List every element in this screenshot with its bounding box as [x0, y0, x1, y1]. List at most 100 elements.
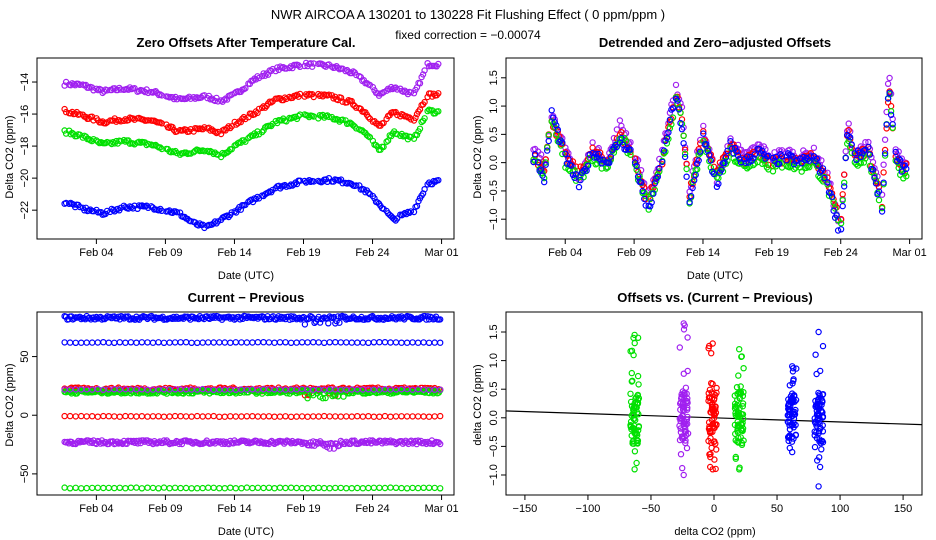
data-point [310, 413, 317, 420]
data-point [106, 139, 114, 146]
data-point [155, 339, 162, 346]
figure-title: NWR AIRCOA A 130201 to 130228 Fit Flushi… [271, 7, 665, 22]
data-point [315, 439, 322, 446]
data-point [437, 316, 444, 323]
data-point [149, 390, 157, 397]
data-point [301, 321, 309, 328]
data-point [425, 413, 433, 420]
data-point [304, 395, 311, 402]
data-point [412, 114, 419, 122]
data-point [788, 421, 796, 428]
data-point [221, 485, 228, 492]
data-point [680, 140, 687, 147]
data-point [810, 144, 818, 151]
data-point [531, 150, 539, 158]
data-point [425, 484, 433, 491]
data-point [708, 380, 715, 387]
data-point [120, 136, 128, 144]
y-axis-label: delta CO2 (ppm) [472, 364, 484, 445]
data-point [237, 118, 244, 126]
data-point [221, 413, 228, 420]
data-point [66, 485, 74, 492]
data-point [648, 199, 655, 206]
data-point [129, 115, 137, 122]
data-point [739, 400, 747, 407]
data-point [227, 413, 234, 420]
x-tick-label: Feb 14 [217, 247, 251, 259]
data-point [216, 339, 223, 346]
data-point [629, 424, 637, 431]
data-point [568, 162, 575, 169]
data-point [759, 160, 766, 167]
x-axis-label: Date (UTC) [687, 270, 743, 282]
data-point [353, 182, 360, 189]
data-point [847, 134, 854, 141]
data-point [293, 484, 300, 492]
data-point [410, 89, 418, 97]
data-point [548, 107, 555, 114]
data-point [392, 484, 400, 491]
data-point [204, 484, 212, 491]
data-point [100, 484, 107, 492]
data-point [819, 414, 827, 421]
data-point [631, 426, 638, 433]
data-point [631, 159, 639, 166]
data-point [736, 411, 743, 418]
data-point [86, 314, 93, 321]
data-point [680, 132, 687, 139]
data-point [631, 331, 638, 339]
data-point [659, 161, 666, 168]
y-tick-label: −1.0 [488, 464, 500, 486]
panel-detrended-offsets: Detrended and Zero−adjusted Offsets Date… [472, 35, 927, 282]
data-point [77, 412, 85, 420]
data-point [365, 189, 372, 196]
data-point [227, 339, 234, 346]
data-point [577, 176, 584, 184]
data-point [204, 339, 212, 346]
data-point [157, 144, 164, 151]
data-point [310, 339, 317, 346]
data-point [594, 160, 601, 167]
panel-zero-offsets: Zero Offsets After Temperature Cal. Date… [4, 35, 459, 282]
data-point [328, 92, 336, 99]
data-point [712, 440, 719, 447]
data-point [559, 150, 566, 158]
y-tick-label: −1.0 [488, 208, 500, 230]
x-tick-label: 0 [711, 503, 717, 515]
x-axis-label: Date (UTC) [218, 526, 274, 538]
data-point [737, 389, 745, 396]
data-point [679, 464, 686, 472]
data-point [786, 401, 793, 408]
data-point [818, 446, 825, 453]
data-point [296, 90, 304, 98]
data-point [641, 189, 648, 196]
data-point [306, 113, 313, 121]
data-point [815, 328, 822, 336]
data-point [689, 178, 696, 186]
data-point [325, 91, 333, 98]
data-point [315, 484, 322, 491]
data-point [113, 118, 120, 125]
data-point [659, 158, 666, 166]
data-point [681, 153, 689, 161]
data-point [792, 158, 799, 165]
data-point [707, 450, 714, 458]
data-point [370, 339, 378, 346]
data-point [724, 150, 731, 157]
data-point [66, 388, 74, 396]
data-point [816, 169, 824, 176]
data-point [131, 316, 139, 323]
data-point [188, 339, 195, 346]
data-point [738, 426, 746, 434]
data-point [886, 89, 893, 97]
data-point [437, 440, 444, 448]
data-point [633, 162, 640, 170]
data-point [571, 174, 578, 181]
data-point [684, 334, 691, 341]
data-point [813, 422, 820, 429]
data-point [239, 115, 246, 122]
data-point [407, 89, 415, 96]
data-point [252, 76, 260, 83]
data-point [785, 412, 792, 419]
x-tick-label: Feb 04 [79, 247, 113, 259]
